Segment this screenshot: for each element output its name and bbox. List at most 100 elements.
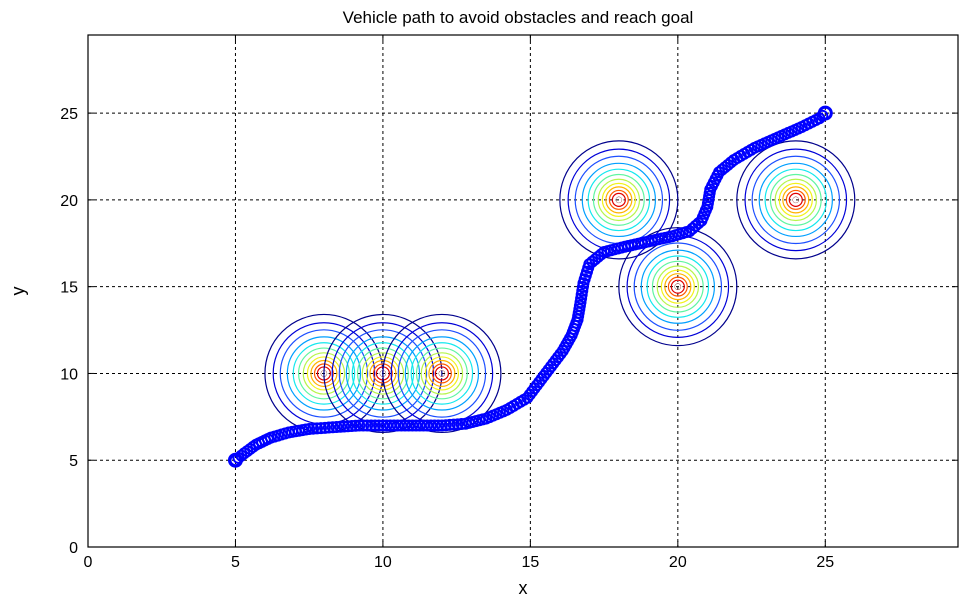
contour-ring: [646, 255, 710, 318]
contour-ring: [774, 178, 818, 222]
contour-ring: [428, 359, 456, 388]
contour-ring: [345, 336, 421, 411]
contour-ring: [601, 182, 636, 217]
path-point: [372, 419, 385, 432]
path-point: [443, 418, 456, 431]
y-tick-label-2: 10: [60, 366, 78, 383]
path-point: [447, 418, 460, 431]
path-point: [341, 420, 354, 433]
x-axis-label: x: [519, 578, 528, 598]
contour-ring: [313, 363, 334, 384]
obstacle-5: [736, 140, 856, 260]
path-point: [330, 420, 343, 433]
contour-ring: [597, 178, 641, 222]
x-tick-label-0: 0: [84, 554, 93, 571]
x-tick-label-1: 5: [231, 554, 240, 571]
contour-ring: [656, 265, 700, 308]
contour-ring: [640, 249, 715, 324]
path-point: [413, 419, 426, 432]
x-tick-label-2: 10: [374, 554, 392, 571]
contour-ring: [415, 347, 468, 400]
path-point: [326, 421, 339, 434]
contour-ring: [306, 356, 342, 391]
contour-ring: [434, 366, 449, 381]
contour-ring: [608, 189, 629, 210]
path-point: [318, 421, 331, 434]
path-point: [307, 422, 320, 435]
path-point: [376, 419, 389, 432]
path-point: [314, 422, 327, 435]
contour-ring: [751, 155, 841, 245]
contour-ring: [397, 329, 487, 418]
contour-ring: [788, 192, 803, 207]
path-point: [410, 419, 423, 432]
obstacle-center: [791, 195, 801, 205]
path-point: [361, 419, 374, 432]
contour-ring: [365, 356, 401, 391]
y-tick-label-1: 5: [69, 453, 78, 470]
contour-ring: [660, 269, 695, 304]
path-point: [322, 421, 335, 434]
path-point: [338, 420, 351, 433]
contour-ring: [611, 192, 626, 207]
path-point: [428, 419, 441, 432]
contour-ring: [279, 329, 369, 418]
axes-frame: [87, 34, 959, 548]
path-point: [816, 109, 829, 122]
path-point: [439, 419, 452, 432]
axis-ticks: 0 5 10 15 20 25 0 5 10 15 20 25: [60, 35, 958, 571]
contour-ring: [404, 336, 480, 411]
obstacle-0: [264, 313, 384, 434]
contour-ring: [310, 359, 338, 388]
path-point: [402, 419, 415, 432]
path-point: [303, 422, 316, 435]
chart-title: Vehicle path to avoid obstacles and reac…: [343, 8, 694, 27]
contour-ring: [744, 148, 848, 252]
contour-ring: [587, 168, 651, 232]
contour-ring: [769, 173, 822, 226]
path-point: [357, 419, 370, 432]
contour-ring: [323, 313, 443, 434]
path-point: [432, 419, 445, 432]
path-point: [417, 419, 430, 432]
contour-ring: [664, 273, 692, 301]
y-tick-label-3: 15: [60, 280, 78, 297]
x-tick-label-4: 20: [669, 554, 687, 571]
path-point: [345, 420, 358, 433]
contour-ring: [670, 279, 685, 294]
path-point: [311, 422, 324, 435]
path-point: [369, 419, 382, 432]
contour-ring: [581, 162, 657, 238]
path-start-point: [227, 452, 243, 468]
path-point: [399, 419, 412, 432]
x-tick-label-5: 25: [816, 554, 834, 571]
path-point: [406, 419, 419, 432]
path-point: [365, 419, 378, 432]
y-tick-label-4: 20: [60, 193, 78, 210]
path-point: [380, 419, 393, 432]
contour-ring: [559, 140, 679, 260]
path-point: [387, 419, 400, 432]
path-point: [391, 419, 404, 432]
path-point: [395, 419, 408, 432]
contour-ring: [633, 242, 723, 331]
contour-ring: [297, 347, 350, 400]
path-goal-point: [817, 105, 833, 121]
contour-ring: [372, 363, 393, 384]
x-tick-label-3: 15: [521, 554, 539, 571]
contour-ring: [785, 189, 806, 210]
path-point: [334, 420, 347, 433]
path-point: [349, 419, 362, 432]
path-point: [421, 419, 434, 432]
contour-ring: [667, 276, 688, 297]
contour-ring: [420, 352, 464, 395]
path-point: [353, 419, 366, 432]
contour-ring: [778, 182, 813, 217]
path-point: [451, 418, 464, 431]
path-point: [247, 440, 260, 453]
contour-ring: [338, 329, 428, 418]
y-tick-label-5: 25: [60, 106, 78, 123]
contour-ring: [302, 352, 346, 395]
y-axis-label: y: [8, 287, 28, 296]
